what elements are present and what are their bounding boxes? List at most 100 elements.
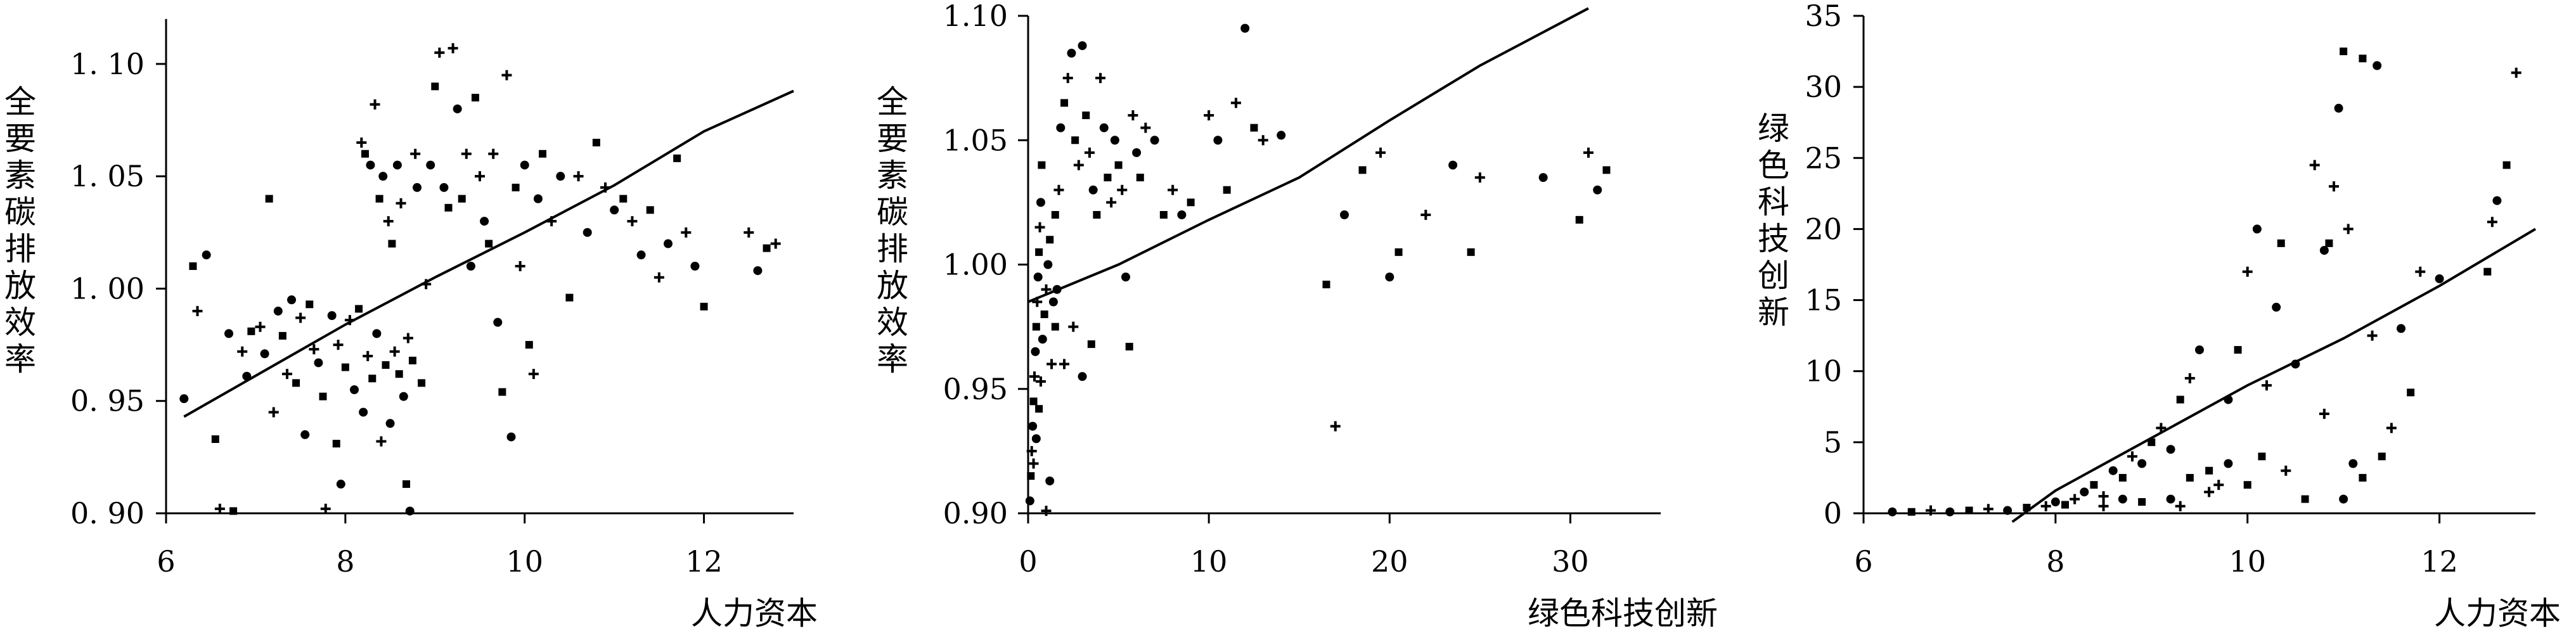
- scatter-point: [1121, 272, 1130, 282]
- scatter-point: [501, 70, 512, 80]
- scatter-point: [636, 250, 646, 260]
- scatter-point: [1067, 48, 1076, 58]
- scatter-point: [2339, 494, 2348, 504]
- scatter-point: [2281, 465, 2291, 476]
- scatter-point: [1060, 99, 1069, 107]
- y-tick-label: 0.95: [943, 372, 1008, 406]
- scatter-point: [389, 346, 400, 357]
- scatter-point: [2070, 494, 2080, 504]
- scatter-point: [1040, 311, 1048, 318]
- scatter-point: [2138, 498, 2146, 506]
- scatter-point: [2127, 451, 2137, 462]
- scatter-point: [1926, 505, 1936, 516]
- scatter-point: [392, 160, 402, 170]
- scatter-point: [1036, 198, 1045, 207]
- scatter-point: [1240, 23, 1250, 33]
- scatter-point: [383, 216, 394, 227]
- scatter-point: [1223, 186, 1231, 194]
- y-tick-label: 35: [1805, 0, 1842, 33]
- scatter-point: [475, 171, 485, 182]
- y-tick-label: 1.10: [943, 0, 1008, 33]
- scatter-point: [2040, 501, 2051, 511]
- scatter-point: [2435, 274, 2444, 283]
- scatter-point: [2359, 54, 2367, 63]
- scatter-point: [202, 250, 211, 260]
- scatter-point: [426, 160, 435, 170]
- scatter-point: [1068, 321, 1079, 332]
- scatter-point: [260, 349, 269, 359]
- scatter-point: [265, 195, 273, 203]
- scatter-point: [520, 160, 529, 170]
- scatter-point: [295, 312, 306, 323]
- scatter-point: [1032, 323, 1040, 331]
- scatter-point: [1187, 198, 1195, 207]
- scatter-point: [1088, 185, 1098, 195]
- scatter-point: [1602, 166, 1611, 174]
- scatter-point: [1093, 211, 1101, 219]
- scatter-point: [1046, 359, 1057, 369]
- scatter-point: [356, 138, 367, 148]
- scatter-point: [413, 183, 422, 192]
- x-tick-label: 8: [336, 544, 354, 579]
- scatter-point: [439, 183, 449, 192]
- scatter-point: [2272, 302, 2281, 312]
- y-axis-title: 绿色科技创新: [1758, 110, 1789, 331]
- scatter-point: [506, 432, 516, 442]
- scatter-point: [1073, 160, 1084, 170]
- scatter-point: [1051, 211, 1059, 219]
- scatter-point: [488, 148, 499, 159]
- scatter-point: [1132, 148, 1142, 157]
- scatter-point: [1056, 123, 1066, 132]
- scatter-point: [268, 407, 279, 418]
- scatter-point: [646, 206, 654, 214]
- scatter-point: [1420, 210, 1431, 220]
- scatter-point: [1059, 359, 1070, 369]
- scatter-point: [1945, 507, 1955, 516]
- scatter-point: [2243, 481, 2251, 489]
- scatter-point: [320, 503, 331, 514]
- scatter-point: [327, 311, 337, 320]
- scatter-point: [2090, 481, 2098, 489]
- trend-line: [2011, 227, 2537, 523]
- y-tick-label: 20: [1805, 212, 1842, 246]
- scatter-point: [402, 333, 413, 343]
- scatter-point: [1071, 136, 1079, 144]
- scatter-point: [1078, 372, 1087, 381]
- scatter-point: [2258, 452, 2266, 461]
- scatter-point: [1062, 73, 1073, 84]
- scatter-point: [2137, 459, 2147, 468]
- scatter-points: [179, 43, 781, 516]
- scatter-point: [1250, 124, 1258, 132]
- scatter-point: [336, 479, 345, 489]
- scatter-point: [378, 172, 388, 181]
- scatter-point: [2195, 345, 2204, 355]
- scatter-point: [2373, 61, 2382, 70]
- scatter-point: [372, 329, 382, 338]
- x-tick-label: 20: [1371, 544, 1408, 579]
- scatter-point: [1136, 174, 1144, 182]
- scatter-point: [1110, 136, 1119, 145]
- scatter-point: [1358, 166, 1367, 174]
- scatter-point: [2242, 266, 2253, 277]
- scatter-point: [189, 262, 197, 270]
- scatter-point: [1106, 197, 1117, 208]
- scatter-point: [341, 363, 349, 371]
- scatter-point: [1230, 98, 1241, 108]
- scatter-point: [565, 293, 574, 302]
- scatter-point: [556, 172, 565, 181]
- x-axis-title: 绿色科技创新: [1528, 595, 1718, 628]
- scatter-point: [1034, 222, 1045, 233]
- scatter-point: [2325, 239, 2333, 247]
- scatter-point: [1168, 184, 1178, 195]
- scatter-point: [361, 150, 369, 158]
- y-tick-label: 0. 95: [70, 384, 145, 418]
- scatter-point: [375, 195, 383, 203]
- scatter-point: [431, 82, 439, 91]
- y-tick-label: 1. 00: [70, 271, 145, 305]
- scatter-point: [1099, 123, 1109, 132]
- scatter-point: [179, 394, 189, 404]
- x-tick-label: 6: [1854, 544, 1872, 579]
- y-tick-label: 1. 05: [70, 159, 145, 193]
- scatter-point: [2118, 473, 2127, 482]
